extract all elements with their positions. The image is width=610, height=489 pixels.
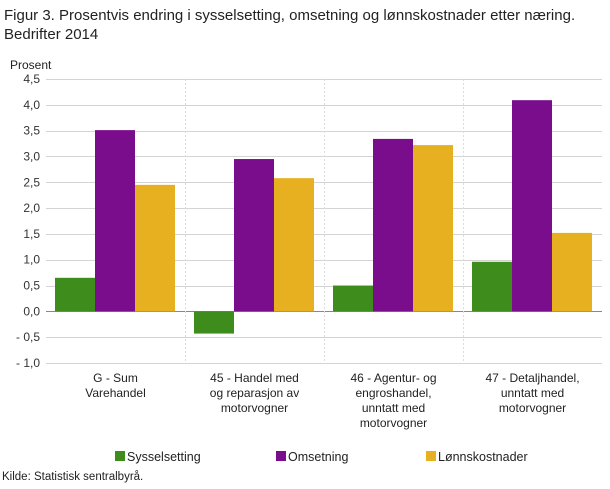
y-axis-label: Prosent — [10, 58, 52, 72]
y-tick-label: 2,5 — [23, 175, 40, 189]
category-label: engroshandel, — [355, 386, 431, 400]
legend-swatch — [115, 451, 125, 461]
category-label: motorvogner — [221, 401, 288, 415]
category-label: 47 - Detaljhandel, — [485, 371, 579, 385]
bar-lønnskostnader — [552, 232, 592, 312]
grid-lines — [46, 79, 602, 364]
category-label: Varehandel — [85, 386, 146, 400]
category-label: G - Sum — [93, 371, 138, 385]
category-label: unntatt med — [501, 386, 564, 400]
y-tick-label: - 0,5 — [16, 330, 40, 344]
legend-label: Sysselsetting — [127, 450, 201, 464]
category-label: 45 - Handel med — [210, 371, 299, 385]
y-tick-label: 4,0 — [23, 98, 40, 112]
bars — [55, 100, 592, 334]
bar-lønnskostnader — [135, 184, 175, 312]
bar-omsetning — [512, 100, 552, 312]
bar-lønnskostnader — [274, 178, 314, 312]
category-label: og reparasjon av — [210, 386, 299, 400]
y-tick-label: 3,0 — [23, 149, 40, 163]
bar-omsetning — [95, 130, 135, 312]
bar-sysselsetting — [472, 261, 512, 312]
legend-label: Omsetning — [288, 450, 348, 464]
bar-sysselsetting — [55, 277, 95, 312]
y-axis-ticks: 4,5 4,0 3,5 3,0 2,5 2,0 1,5 1,0 0,5 0,0 - 0,5 - 1,0 — [16, 72, 40, 370]
bar-omsetning — [234, 159, 274, 312]
bar-omsetning — [373, 138, 413, 312]
y-tick-label: 1,0 — [23, 253, 40, 267]
legend: Sysselsetting Omsetning Lønnskostnader — [115, 450, 528, 464]
y-tick-label: 1,5 — [23, 227, 40, 241]
y-tick-label: 2,0 — [23, 201, 40, 215]
legend-swatch — [276, 451, 286, 461]
legend-swatch — [426, 451, 436, 461]
y-tick-label: 3,5 — [23, 124, 40, 138]
legend-label: Lønnskostnader — [438, 450, 528, 464]
source-note: Kilde: Statistisk sentralbyrå. — [2, 471, 144, 483]
bar-lønnskostnader — [413, 145, 453, 312]
category-label: 46 - Agentur- og — [350, 371, 436, 385]
chart-title: Figur 3. Prosentvis endring i sysselsett… — [4, 7, 576, 43]
category-label: motorvogner — [360, 416, 427, 430]
y-tick-label: 0,5 — [23, 279, 40, 293]
bar-sysselsetting — [333, 285, 373, 312]
bar-sysselsetting — [194, 311, 234, 334]
y-tick-label: 0,0 — [23, 304, 40, 318]
y-tick-label: - 1,0 — [16, 356, 40, 370]
category-label: motorvogner — [499, 401, 566, 415]
y-tick-label: 4,5 — [23, 72, 40, 86]
category-label: unntatt med — [362, 401, 425, 415]
